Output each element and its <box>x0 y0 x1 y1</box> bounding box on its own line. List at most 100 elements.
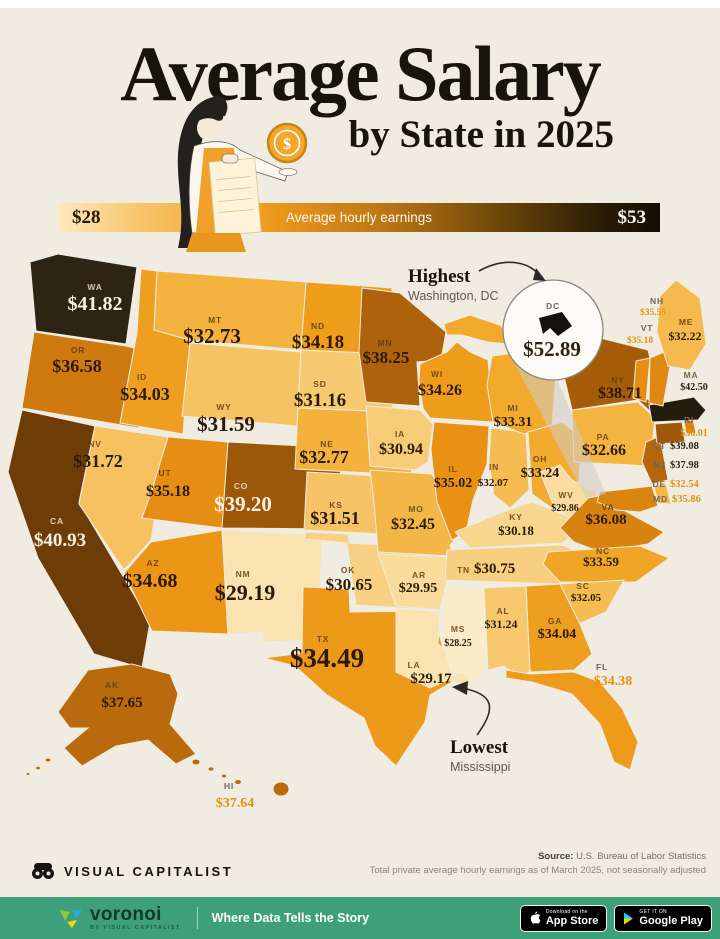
voronoi-wordmark: voronoi <box>90 903 162 925</box>
state-label-CT: $39.08 <box>670 441 699 452</box>
state-shape-HI <box>272 781 290 797</box>
state-label-RI: $36.01 <box>680 428 708 439</box>
state-label-ID: ID <box>137 372 147 382</box>
voronoi-footer-bar: voronoi BY VISUAL CAPITALIST Where Data … <box>0 897 720 939</box>
state-label-MI: MI <box>507 403 518 413</box>
state-label-OR: $36.58 <box>52 356 102 376</box>
top-margin-strip <box>0 0 720 8</box>
page-title: Average Salary <box>120 30 602 117</box>
state-label-NJ: $37.98 <box>670 460 699 471</box>
state-label-MS: $28.25 <box>444 638 472 649</box>
app-store-badge[interactable]: Download on the App Store <box>519 904 608 932</box>
state-label-OK: $30.65 <box>326 575 373 594</box>
lowest-annotation: Lowest Mississippi <box>450 737 510 774</box>
state-label-ID: $34.03 <box>120 384 170 404</box>
illustration-skirt <box>186 233 246 252</box>
state-label-UT: UT <box>159 468 172 478</box>
state-label-NY: NY <box>611 375 624 385</box>
state-label-OR: OR <box>71 345 85 355</box>
illustration-hand <box>221 153 239 164</box>
state-label-CA: $40.93 <box>34 530 86 551</box>
state-shape-CT <box>654 421 686 445</box>
google-play-small-text: GET IT ON <box>639 908 667 915</box>
state-label-KY: KY <box>509 512 522 522</box>
state-label-IA: $30.94 <box>379 441 423 458</box>
state-label-MD: MD <box>653 494 668 504</box>
state-label-MT: $32.73 <box>183 324 241 348</box>
source-label: Source: <box>538 851 574 862</box>
state-label-WI: WI <box>431 369 443 379</box>
state-label-ND: ND <box>311 321 325 331</box>
state-label-VT: $35.18 <box>627 335 653 346</box>
state-shape-AZ <box>123 529 229 635</box>
state-label-KY: $30.18 <box>498 523 534 538</box>
state-label-CO: $39.20 <box>214 492 272 516</box>
state-label-SD: SD <box>313 379 326 389</box>
state-shape-AK <box>57 663 197 767</box>
binoculars-icon <box>32 863 54 879</box>
voronoi-mark-icon <box>60 910 82 928</box>
state-label-WY: WY <box>216 402 231 412</box>
state-label-FL: $34.38 <box>594 674 633 689</box>
dc-shape-icon <box>539 312 572 336</box>
legend-min-value: $28 <box>72 207 101 228</box>
dc-callout-beam <box>516 366 606 498</box>
voronoi-logo: voronoi BY VISUAL CAPITALIST <box>58 905 181 932</box>
state-shape-MD <box>596 485 659 513</box>
state-label-DC: DC <box>546 301 560 311</box>
state-label-AK: AK <box>105 680 119 690</box>
state-label-ND: $34.18 <box>292 332 344 353</box>
state-label-DC: $52.89 <box>523 337 581 361</box>
state-label-NM: NM <box>236 569 251 579</box>
state-label-WA: WA <box>87 282 102 292</box>
state-shape-HI <box>207 766 215 772</box>
state-label-AR: $29.95 <box>399 581 438 596</box>
state-label-AK: $37.65 <box>101 695 142 711</box>
state-label-TN: $30.75 <box>474 561 515 577</box>
state-label-TX: TX <box>317 634 329 644</box>
page-subtitle: by State in 2025 <box>348 113 614 156</box>
state-label-NE: $32.77 <box>299 447 349 467</box>
apple-icon <box>530 911 541 924</box>
state-shape-MI <box>443 314 522 346</box>
legend-max-value: $53 <box>617 207 647 228</box>
state-label-VT: VT <box>641 323 653 333</box>
state-label-HI: $37.64 <box>216 796 255 811</box>
annotation-arrows <box>452 261 546 736</box>
lowest-label: Lowest <box>450 737 509 758</box>
state-shape-VA <box>559 495 665 553</box>
state-shape-FL <box>505 669 639 771</box>
state-label-UT: $35.18 <box>146 483 190 500</box>
lowest-sublabel: Mississippi <box>450 760 511 774</box>
source-note: Source: U.S. Bureau of Labor Statistics … <box>370 851 706 876</box>
state-label-NV: NV <box>88 439 101 449</box>
state-shape-AK <box>35 765 41 771</box>
state-label-NH: NH <box>650 296 664 306</box>
google-play-badge[interactable]: GET IT ON Google Play <box>614 904 712 932</box>
state-label-MA: $42.50 <box>680 382 708 393</box>
state-label-SD: $31.16 <box>294 390 346 411</box>
state-label-SC: SC <box>576 581 589 591</box>
state-label-MS: MS <box>451 624 465 634</box>
state-label-MI: $33.31 <box>494 415 533 430</box>
state-label-MO: $32.45 <box>391 516 435 533</box>
state-labels-layer: WA$41.82 OR$36.58 CA $40.93 NV $31.72 ID $34.03… <box>34 282 708 811</box>
state-label-AL: $31.24 <box>485 617 518 631</box>
state-label-NY: $38.71 <box>598 385 642 402</box>
visual-capitalist-wordmark: VISUAL CAPITALIST <box>64 863 234 879</box>
voronoi-tagline: Where Data Tells the Story <box>211 911 370 925</box>
state-label-MD: $35.86 <box>672 494 701 505</box>
highest-label: Highest <box>408 266 471 287</box>
state-label-GA: $34.04 <box>538 627 577 642</box>
state-label-WV: WV <box>558 490 573 500</box>
state-label-LA: LA <box>408 660 421 670</box>
state-label-VA: VA <box>602 502 615 512</box>
dc-callout-layer <box>502 279 604 381</box>
store-badges: Download on the App Store GET IT ON Goog… <box>519 904 712 932</box>
state-shapes-layer <box>7 253 707 797</box>
state-shape-NC <box>542 545 671 583</box>
state-label-IN: IN <box>489 462 499 472</box>
state-label-NM: $29.19 <box>215 580 276 605</box>
divider <box>196 907 198 929</box>
